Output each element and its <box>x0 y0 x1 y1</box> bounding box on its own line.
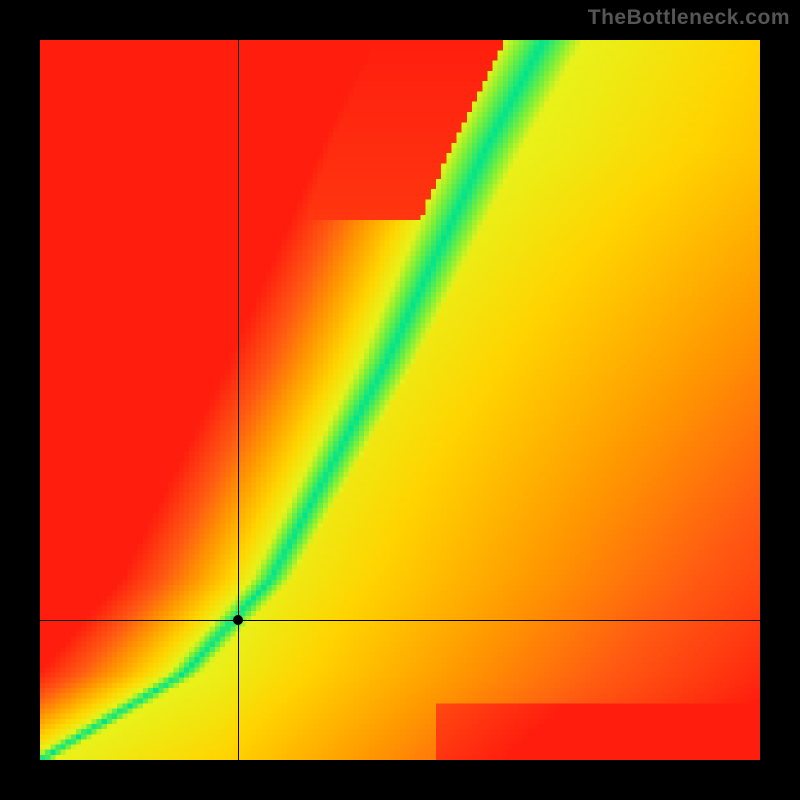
heatmap-canvas <box>40 40 760 760</box>
watermark-text: TheBottleneck.com <box>588 6 790 30</box>
crosshair-marker <box>233 615 243 625</box>
heatmap-plot <box>40 40 760 760</box>
crosshair-vertical <box>238 40 239 760</box>
crosshair-horizontal <box>40 620 760 621</box>
